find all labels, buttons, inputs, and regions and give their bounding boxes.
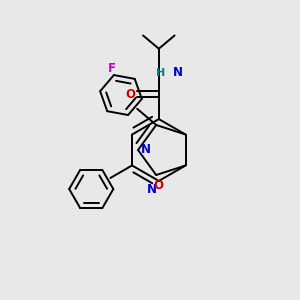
Text: N: N	[172, 66, 182, 79]
Text: N: N	[146, 183, 157, 196]
Text: F: F	[108, 62, 116, 76]
Text: H: H	[156, 68, 166, 78]
Text: O: O	[154, 179, 164, 192]
Text: O: O	[125, 88, 135, 100]
Text: N: N	[141, 143, 151, 157]
